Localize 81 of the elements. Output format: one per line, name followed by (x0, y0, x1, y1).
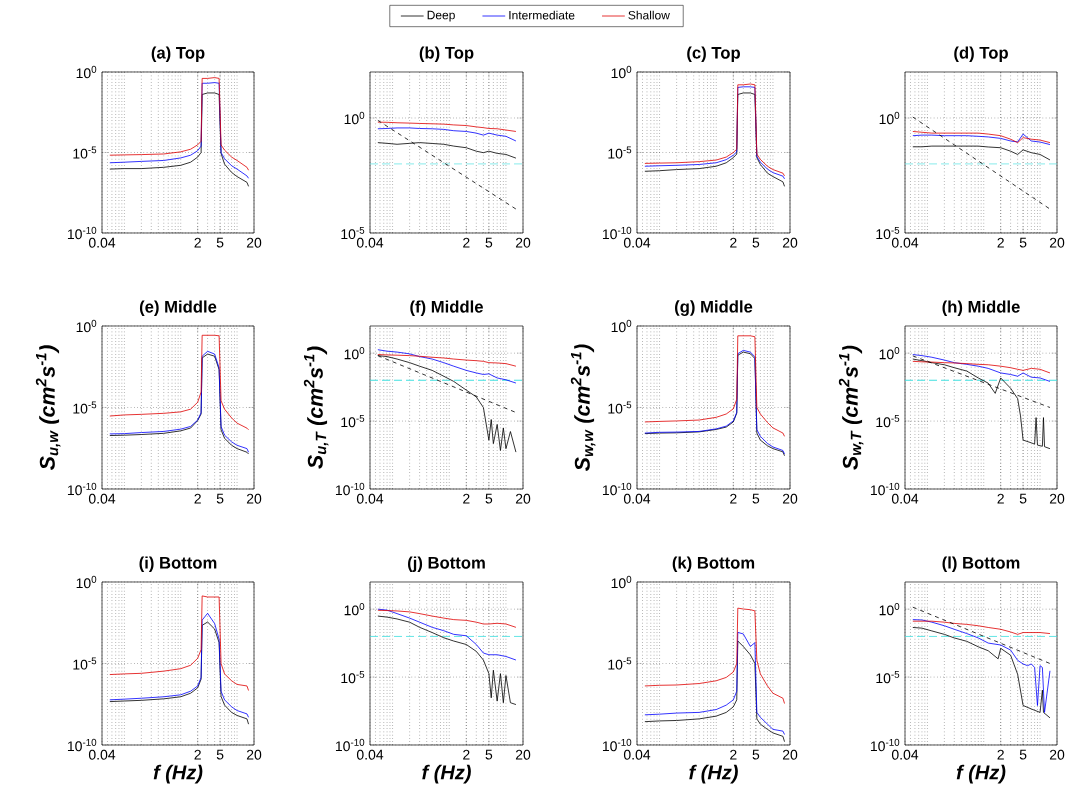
y-tick-label: 10$^{-5}$ (73, 657, 97, 670)
chart-title: (b) Top (419, 46, 474, 62)
x-tick-label: 20 (1049, 749, 1065, 760)
x-tick-label: 5 (485, 493, 493, 504)
chart-title: (e) Middle (139, 300, 217, 316)
x-tick-label: 20 (782, 493, 798, 504)
x-tick-label: 20 (1049, 493, 1065, 504)
x-axis-title: f (Hz) (153, 764, 203, 784)
y-tick-label: 10$^{0}$ (344, 603, 365, 616)
y-tick-label: 10$^{0}$ (76, 319, 97, 333)
chart-title: (g) Middle (675, 300, 753, 316)
y-axis-title: S$_{w,w}$ (cm$^{2}$s$^{-1}$) (570, 344, 596, 471)
chart-title: (a) Top (151, 46, 205, 62)
x-tick-label: 5 (1019, 749, 1027, 760)
x-tick-label: 2 (997, 749, 1004, 760)
y-tick-label: 10$^{0}$ (611, 65, 632, 79)
x-tick-label: 2 (463, 749, 470, 760)
x-tick-label: 5 (216, 493, 224, 504)
y-axis-title: S$_{u,T}$ (cm$^{2}$s$^{-1}$) (303, 346, 329, 469)
y-tick-label: 10$^{0}$ (611, 319, 632, 333)
x-tick-label: 2 (997, 493, 1004, 504)
x-tick-label: 5 (752, 493, 760, 504)
y-tick-label: 10$^{-5}$ (608, 657, 632, 670)
chart-title: (j) Bottom (408, 556, 485, 572)
legend-label: Shallow (628, 10, 670, 20)
x-tick-label: 5 (752, 749, 760, 760)
x-tick-label: 20 (246, 493, 262, 504)
y-tick-label: 10$^{0}$ (611, 575, 632, 589)
y-tick-label: 10$^{-5}$ (608, 401, 632, 414)
x-tick-label: 5 (216, 237, 224, 248)
x-tick-label: 5 (485, 237, 493, 248)
chart-title: (c) Top (687, 46, 740, 62)
chart-title: (k) Bottom (672, 556, 755, 572)
x-tick-label: 5 (216, 749, 224, 760)
chart-title: (d) Top (954, 46, 1008, 62)
y-tick-label: 10$^{-5}$ (876, 670, 900, 684)
legend-label: Intermediate (509, 10, 575, 20)
x-tick-label: 20 (515, 237, 531, 248)
x-tick-label: 2 (730, 237, 737, 248)
x-tick-label: 5 (752, 237, 760, 248)
y-tick-label: 10$^{0}$ (879, 111, 900, 125)
x-axis-title: f (Hz) (956, 764, 1006, 784)
x-tick-label: 20 (1049, 237, 1065, 248)
y-tick-label: 10$^{0}$ (344, 111, 365, 125)
y-tick-label: 10$^{-5}$ (876, 414, 900, 428)
x-tick-label: 5 (1019, 237, 1027, 248)
chart-title: (f) Middle (410, 300, 483, 316)
x-tick-label: 20 (246, 237, 262, 248)
y-tick-label: 10$^{-5}$ (73, 146, 97, 159)
x-tick-label: 2 (997, 237, 1004, 248)
y-axis-title: S$_{u,w}$ (cm$^{2}$s$^{-1}$) (35, 345, 61, 471)
x-tick-label: 2 (463, 493, 470, 504)
x-tick-label: 2 (194, 493, 201, 504)
x-axis-title: f (Hz) (689, 764, 738, 784)
x-tick-label: 5 (485, 749, 493, 760)
x-tick-label: 5 (1019, 493, 1027, 504)
x-axis-title: f (Hz) (422, 764, 471, 784)
x-tick-label: 2 (463, 237, 470, 248)
y-tick-label: 10$^{-5}$ (341, 670, 365, 684)
y-axis-title: S$_{w,T}$ (cm$^{2}$s$^{-1}$) (838, 345, 864, 470)
y-tick-label: 10$^{0}$ (76, 65, 97, 79)
y-tick-label: 10$^{0}$ (344, 347, 365, 360)
y-tick-label: 10$^{-5}$ (73, 401, 97, 414)
x-tick-label: 20 (515, 493, 531, 504)
y-tick-label: 10$^{-5}$ (608, 146, 632, 159)
x-tick-label: 2 (730, 749, 737, 760)
chart-title: (h) Middle (942, 300, 1020, 316)
y-tick-label: 10$^{0}$ (879, 603, 900, 616)
x-tick-label: 20 (782, 237, 798, 248)
x-tick-label: 20 (246, 749, 262, 760)
chart-title: (l) Bottom (942, 556, 1020, 572)
legend-label: Deep (427, 10, 455, 22)
chart-title: (i) Bottom (139, 556, 217, 572)
x-tick-label: 2 (194, 749, 201, 760)
x-tick-label: 20 (782, 749, 798, 760)
y-tick-label: 10$^{0}$ (879, 347, 900, 360)
y-tick-label: 10$^{-5}$ (341, 414, 365, 428)
x-tick-label: 2 (194, 237, 201, 248)
x-tick-label: 20 (515, 749, 531, 760)
x-tick-label: 2 (730, 493, 737, 504)
y-tick-label: 10$^{0}$ (76, 575, 97, 589)
